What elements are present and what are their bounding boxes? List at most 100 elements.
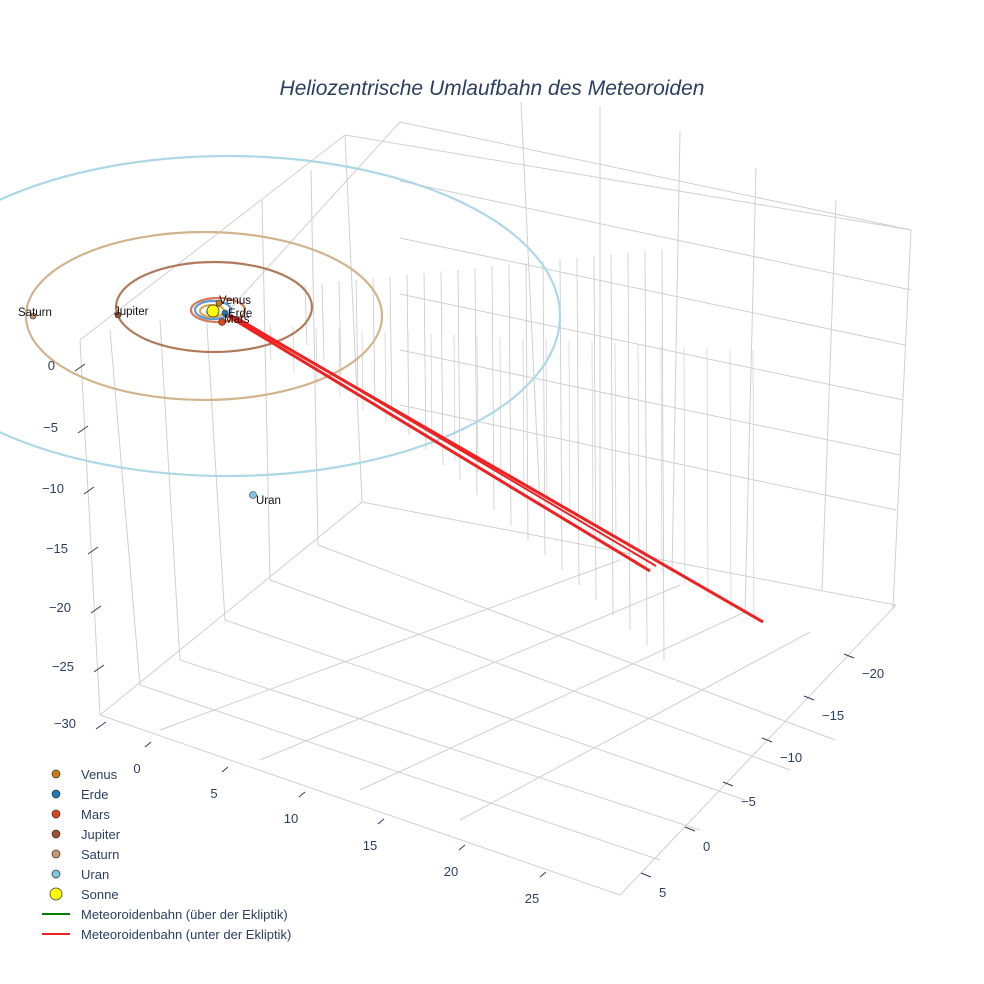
legend-item[interactable]: Venus — [51, 767, 118, 782]
legend-item[interactable]: Erde — [51, 787, 108, 802]
x-tick-label: −20 — [862, 666, 884, 681]
drop-line — [384, 330, 387, 423]
legend-marker-swatch — [49, 887, 63, 901]
legend-label: Meteoroidenbahn (über der Ekliptik) — [81, 907, 288, 922]
x-tick-mark — [761, 737, 773, 743]
grid-line — [399, 349, 901, 456]
y-tick-mark — [458, 844, 466, 851]
z-tick-mark — [83, 486, 95, 495]
drop-line — [499, 336, 502, 486]
drop-line — [542, 261, 546, 556]
drop-line — [355, 279, 359, 391]
grid-line-right — [744, 167, 757, 613]
x-tick-mark — [803, 695, 815, 701]
drop-line — [637, 344, 640, 561]
z-tick-label: −20 — [49, 600, 71, 615]
meteoroid-path-below-1 — [227, 314, 651, 573]
x-tick-label: −10 — [780, 750, 802, 765]
label-venus: Venus — [219, 295, 251, 307]
grid-line-right — [671, 130, 681, 576]
y-tick-mark — [539, 871, 547, 878]
legend-label: Saturn — [81, 847, 119, 862]
x-tick-mark — [640, 872, 652, 878]
drop-line — [706, 347, 709, 598]
legend-item[interactable]: Meteoroidenbahn (über der Ekliptik) — [42, 907, 288, 922]
z-tick-label: −15 — [46, 541, 68, 556]
grid-line-left — [109, 329, 141, 686]
planet-orbits — [0, 154, 562, 478]
y-tick-mark — [377, 818, 385, 825]
drop-line — [614, 342, 617, 548]
drop-line — [476, 335, 479, 473]
y-tick-label: 15 — [363, 838, 377, 853]
x-tick-label: 0 — [703, 839, 710, 854]
legend-marker-swatch — [51, 849, 61, 859]
legend-item[interactable]: Sonne — [49, 887, 119, 902]
grid-line — [99, 714, 621, 896]
grid-line — [139, 684, 661, 861]
drop-line — [430, 333, 433, 448]
marker-mars — [218, 318, 226, 326]
legend-marker-swatch — [51, 789, 61, 799]
x-tick-label: −5 — [741, 794, 756, 809]
grid-line-left — [261, 199, 271, 581]
legend-label: Mars — [81, 807, 110, 822]
grid-line-left — [159, 319, 181, 661]
grid-line-left — [205, 309, 226, 621]
marker-venus — [215, 299, 223, 307]
drop-line — [545, 339, 548, 511]
label-uran: Uran — [256, 495, 281, 507]
grid-line — [159, 559, 621, 731]
orbit-jupiter — [114, 260, 314, 354]
legend-item[interactable]: Mars — [51, 807, 110, 822]
grid-line — [269, 579, 791, 771]
z-tick-mark — [74, 363, 86, 372]
grid-line — [399, 237, 906, 346]
legend-marker-swatch — [51, 809, 61, 819]
legend-item[interactable]: Meteoroidenbahn (unter der Ekliptik) — [42, 927, 291, 942]
y-tick-label: 20 — [444, 864, 458, 879]
label-saturn: Saturn — [18, 307, 52, 319]
drop-line — [440, 271, 444, 466]
drop-line — [389, 276, 393, 421]
grid-lines — [79, 101, 912, 896]
drop-line — [610, 254, 614, 616]
label-mars: Mars — [224, 314, 250, 326]
grid-line-left — [310, 169, 319, 546]
drop-line — [453, 334, 456, 461]
grid-line — [219, 121, 401, 321]
legend-marker-swatch — [51, 869, 61, 879]
marker-uran — [249, 491, 257, 499]
grid-line — [619, 604, 897, 896]
marker-jupiter — [114, 311, 122, 319]
drop-line — [591, 341, 594, 536]
drop-line — [683, 346, 686, 586]
drop-line — [576, 257, 580, 586]
drop-line — [660, 345, 663, 573]
drop-line — [491, 266, 495, 511]
drop-line — [568, 340, 571, 523]
z-tick-mark — [90, 605, 102, 614]
grid-line — [399, 404, 897, 511]
orbit-erde — [193, 299, 233, 321]
grid-line-right — [520, 101, 541, 506]
grid-line — [79, 134, 346, 341]
legend-label: Jupiter — [81, 827, 121, 842]
grid-line — [399, 121, 912, 231]
drop-line — [338, 328, 341, 398]
legend-item[interactable]: Uran — [51, 867, 109, 882]
orbit-mars — [189, 296, 247, 324]
grid-line — [317, 544, 836, 741]
y-tick-mark — [144, 741, 152, 748]
legend-item[interactable]: Jupiter — [51, 827, 121, 842]
x-tick-mark — [843, 653, 855, 659]
drop-line — [627, 252, 631, 631]
legend-label: Uran — [81, 867, 109, 882]
y-tick-mark — [298, 791, 306, 798]
grid-line — [399, 293, 904, 401]
legend-item[interactable]: Saturn — [51, 847, 119, 862]
grid-line — [399, 180, 912, 291]
z-tick-label: −10 — [42, 481, 64, 496]
grid-line — [259, 584, 681, 761]
axis-ticks: 0 −5 −10 −15 −20 −25 −30 0 5 10 15 20 25 −20 −15 −10 −5 0… — [42, 358, 884, 906]
